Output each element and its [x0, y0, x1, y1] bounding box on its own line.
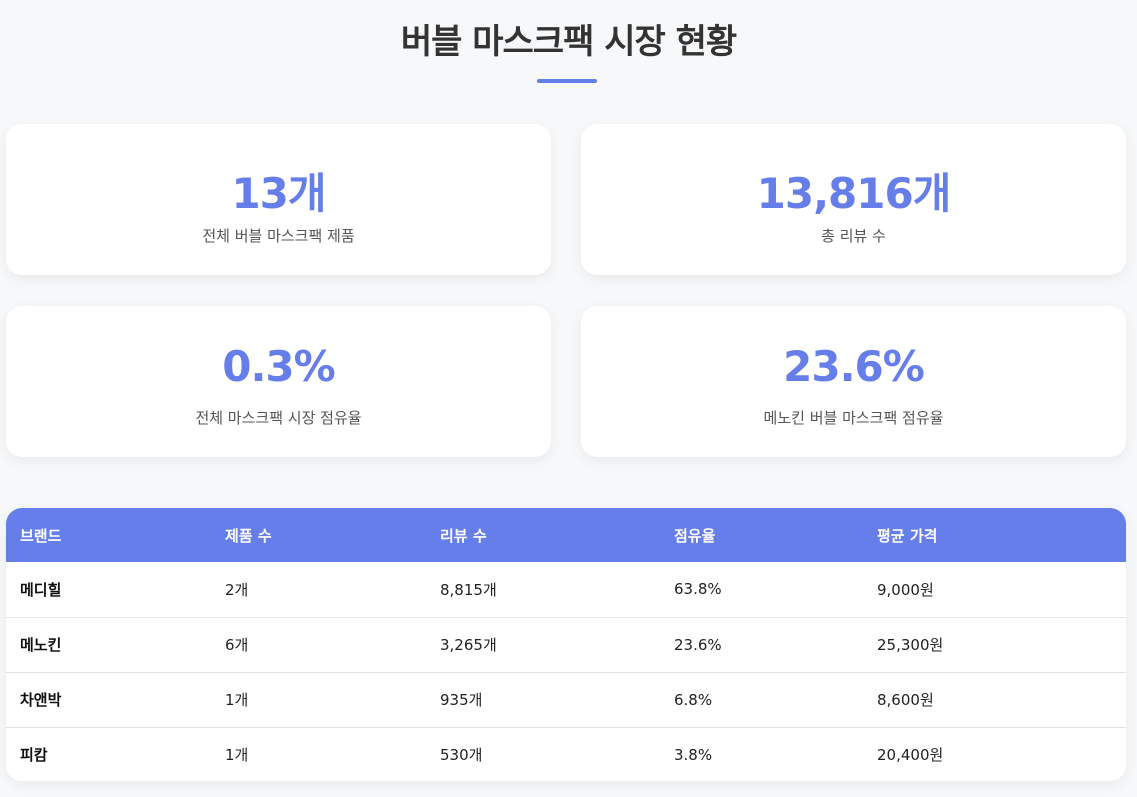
table-header-row: 브랜드 제품 수 리뷰 수 점유율 평균 가격	[6, 508, 1126, 562]
cell-reviews: 935개	[426, 672, 660, 728]
cell-share: 6.8%	[660, 672, 863, 728]
stat-value: 0.3%	[222, 342, 335, 391]
page-title: 버블 마스크팩 시장 현황	[400, 22, 737, 62]
cell-share: 3.8%	[674, 745, 713, 764]
header-brand: 브랜드	[20, 526, 62, 545]
table-row: 차앤박 1개 935개 6.8% 8,600원	[6, 672, 1126, 728]
cell-brand: 피캄	[20, 746, 48, 765]
stat-value: 13개	[231, 169, 326, 218]
cell-price: 8,600원	[863, 672, 1126, 728]
stat-card-total-products: 13개 전체 버블 마스크팩 제품	[6, 124, 551, 275]
cell-brand: 차앤박	[6, 672, 211, 728]
cell-price: 9,000원	[863, 562, 1126, 618]
brand-table-container: 브랜드 제품 수 리뷰 수 점유율 평균 가격 메디힐 2개 8,815개 63…	[6, 508, 1126, 781]
cell-products: 6개	[211, 617, 426, 673]
cell-reviews: 8,815개	[426, 562, 660, 618]
cell-reviews: 3,265개	[426, 617, 660, 673]
brand-table: 브랜드 제품 수 리뷰 수 점유율 평균 가격 메디힐 2개 8,815개 63…	[6, 508, 1126, 781]
stat-card-total-reviews: 13,816개 총 리뷰 수	[581, 124, 1126, 275]
stat-card-market-share: 0.3% 전체 마스크팩 시장 점유율	[6, 306, 551, 457]
cell-products: 2개	[211, 562, 426, 618]
header-price: 평균 가격	[877, 526, 938, 545]
title-underline-divider	[537, 79, 597, 83]
cell-brand: 메디힐	[6, 562, 211, 618]
table-row: 메디힐 2개 8,815개 63.8% 9,000원	[6, 562, 1126, 618]
cell-products: 1개	[211, 672, 426, 728]
table-row: 메노킨 6개 3,265개 23.6% 25,300원	[6, 617, 1126, 673]
stat-label: 총 리뷰 수	[821, 227, 886, 245]
table-row: 피캄 1개 530개 3.8% 20,400원	[6, 727, 1126, 781]
stat-value: 23.6%	[783, 342, 925, 391]
cell-price: 25,300원	[863, 617, 1126, 673]
stat-card-menokin-share: 23.6% 메노킨 버블 마스크팩 점유율	[581, 306, 1126, 457]
cell-price: 20,400원	[877, 746, 944, 765]
header-products: 제품 수	[225, 526, 272, 545]
cell-reviews: 530개	[440, 746, 483, 765]
header-share: 점유율	[674, 526, 716, 545]
cell-brand: 메노킨	[6, 617, 211, 673]
cell-products: 1개	[225, 746, 249, 765]
cell-share: 23.6%	[660, 617, 863, 673]
stat-label: 전체 버블 마스크팩 제품	[202, 227, 355, 245]
header-reviews: 리뷰 수	[440, 526, 487, 545]
cell-share: 63.8%	[660, 562, 863, 618]
stat-value: 13,816개	[756, 169, 952, 218]
stat-label: 메노킨 버블 마스크팩 점유율	[763, 409, 944, 427]
stat-label: 전체 마스크팩 시장 점유율	[195, 409, 362, 427]
